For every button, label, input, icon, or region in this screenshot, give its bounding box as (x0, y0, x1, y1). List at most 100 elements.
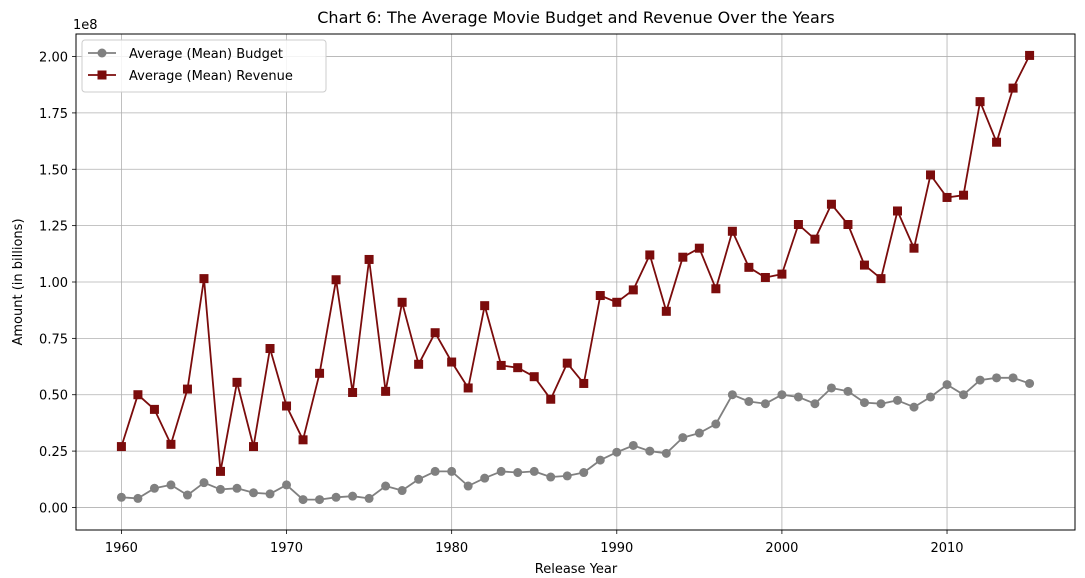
revenue-point (1008, 83, 1018, 93)
x-tick-label: 1990 (600, 541, 633, 556)
budget-point (1008, 373, 1018, 383)
budget-point (199, 478, 209, 488)
revenue-point (793, 220, 803, 230)
budget-point (249, 488, 259, 498)
budget-point (348, 491, 358, 501)
budget-point (166, 480, 176, 490)
revenue-point (876, 274, 886, 284)
revenue-point (562, 358, 572, 368)
legend-box (81, 39, 327, 93)
revenue-point (826, 199, 836, 209)
revenue-point (892, 206, 902, 216)
budget-point (463, 481, 473, 491)
revenue-point (843, 220, 853, 230)
budget-point (843, 386, 853, 396)
budget-point (661, 448, 671, 458)
budget-point (876, 399, 886, 409)
revenue-line (120, 54, 1031, 473)
legend-budget-marker (97, 48, 107, 58)
revenue-point (942, 192, 952, 202)
budget-point (793, 392, 803, 402)
budget-point (711, 419, 721, 429)
revenue-point (529, 372, 539, 382)
budget-point (645, 446, 655, 456)
x-axis-title: Release Year (535, 562, 618, 577)
revenue-point (645, 250, 655, 260)
revenue-point (282, 401, 292, 411)
revenue-point (513, 363, 523, 373)
revenue-point (232, 377, 242, 387)
budget-point (430, 466, 440, 476)
budget-point (496, 466, 506, 476)
budget-point (595, 455, 605, 465)
budget-line (121, 376, 1030, 501)
budget-point (381, 481, 391, 491)
budget-point (826, 383, 836, 393)
budget-point (480, 473, 490, 483)
budget-point (727, 390, 737, 400)
revenue-point (909, 243, 919, 253)
y-tick-label: 1.75 (39, 107, 68, 122)
budget-point (364, 493, 374, 503)
budget-point (133, 493, 143, 503)
plot-frame (75, 33, 1076, 531)
revenue-point (727, 226, 737, 236)
revenue-point (381, 386, 391, 396)
revenue-point (760, 272, 770, 282)
revenue-point (777, 269, 787, 279)
revenue-point (215, 466, 225, 476)
legend-budget-label: Average (Mean) Budget (129, 47, 283, 62)
y-tick-label: 1.25 (39, 220, 68, 235)
revenue-point (546, 394, 556, 404)
revenue-point (265, 344, 275, 354)
revenue-point (496, 360, 506, 370)
y-tick-label: 0.50 (39, 389, 68, 404)
x-tick-label: 1960 (105, 541, 138, 556)
revenue-point (628, 285, 638, 295)
budget-point (892, 395, 902, 405)
x-tick-label: 2010 (930, 541, 963, 556)
budget-point (959, 390, 969, 400)
budget-point (215, 484, 225, 494)
series-budget (116, 373, 1035, 505)
budget-point (116, 492, 126, 502)
budget-point (909, 402, 919, 412)
revenue-point (298, 435, 308, 445)
budget-point (414, 474, 424, 484)
y-tick-label: 0.75 (39, 332, 68, 347)
budget-point (777, 390, 787, 400)
y-tick-label: 2.00 (39, 51, 68, 66)
budget-point (447, 466, 457, 476)
revenue-point (133, 390, 143, 400)
revenue-point (331, 275, 341, 285)
revenue-point (430, 328, 440, 338)
budget-point (562, 471, 572, 481)
revenue-point (612, 297, 622, 307)
budget-point (513, 468, 523, 478)
revenue-point (166, 439, 176, 449)
budget-point (579, 468, 589, 478)
revenue-point (975, 97, 985, 107)
budget-point (397, 486, 407, 496)
y-tick-label: 1.50 (39, 163, 68, 178)
budget-point (612, 447, 622, 457)
revenue-point (579, 378, 589, 388)
budget-point (810, 399, 820, 409)
revenue-point (364, 254, 374, 264)
y-tick-label: 0.00 (39, 501, 68, 516)
revenue-point (447, 357, 457, 367)
series-revenue (116, 50, 1035, 476)
budget-point (744, 396, 754, 406)
y-tick-label: 0.25 (39, 445, 68, 460)
budget-point (546, 472, 556, 482)
revenue-point (959, 190, 969, 200)
revenue-point (480, 301, 490, 311)
revenue-point (348, 387, 358, 397)
budget-point (628, 440, 638, 450)
revenue-point (463, 383, 473, 393)
revenue-point (595, 291, 605, 301)
grid-lines (76, 34, 1075, 530)
budget-point (182, 490, 192, 500)
revenue-point (926, 170, 936, 180)
